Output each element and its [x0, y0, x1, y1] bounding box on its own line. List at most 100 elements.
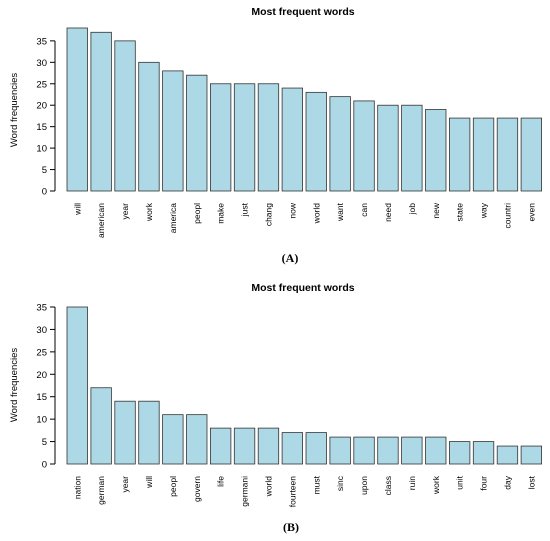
y-tick-label: 25 [36, 79, 47, 90]
category-label: new [431, 202, 441, 218]
y-tick-label: 5 [42, 437, 47, 448]
category-label: american [96, 203, 106, 238]
bar [520, 445, 542, 465]
category-label: make [216, 203, 226, 224]
y-axis-label: Word frequencies [9, 73, 20, 148]
category-labels: nation german year will peopl govern life germa… [72, 475, 536, 507]
bar [496, 445, 519, 465]
bar [305, 91, 327, 192]
bar [138, 61, 160, 192]
bar [377, 436, 399, 465]
bar [209, 427, 232, 465]
category-label: peopl [168, 476, 178, 497]
category-label: day [502, 475, 512, 489]
y-tick-label: 35 [36, 36, 47, 47]
bar [305, 432, 327, 465]
bar [162, 414, 184, 465]
bar [377, 104, 399, 192]
category-label: must [311, 475, 321, 494]
bar [448, 441, 471, 465]
bar [233, 427, 256, 465]
y-axis: 0 5 10 15 20 25 30 35 [36, 303, 56, 471]
y-tick-label: 10 [36, 415, 47, 426]
y-tick-label: 35 [36, 303, 47, 314]
category-label: fourteen [287, 476, 297, 507]
bar [281, 432, 304, 465]
y-tick-label: 0 [42, 187, 47, 198]
panel-label: (A) [282, 251, 299, 265]
category-label: year [120, 203, 130, 220]
y-tick-label: 15 [36, 122, 47, 133]
bar [257, 427, 280, 465]
bar [425, 109, 447, 192]
category-label: nation [72, 476, 82, 499]
y-tick-label: 20 [36, 370, 47, 381]
category-label: chang [263, 203, 273, 226]
bar [233, 83, 256, 192]
category-label: even [526, 203, 536, 222]
bar-group [66, 27, 542, 192]
category-label: work [144, 202, 154, 222]
bar [401, 436, 423, 465]
y-tick-label: 30 [36, 325, 47, 336]
category-label: countri [502, 203, 512, 229]
category-label: work [431, 475, 441, 495]
y-tick-label: 0 [42, 460, 47, 471]
bar [90, 387, 112, 465]
bar [186, 74, 208, 192]
y-tick-label: 10 [36, 144, 47, 155]
category-label: world [311, 203, 321, 225]
chart-panel-b: Most frequent words Word frequencies 0 5 1… [9, 282, 542, 534]
category-label: sinc [335, 475, 345, 491]
y-axis: 0 5 10 15 20 25 30 35 [36, 36, 56, 198]
bar [329, 436, 351, 465]
bar [66, 306, 88, 465]
bar [281, 87, 304, 192]
bar [329, 96, 351, 192]
bar [425, 436, 447, 465]
bar [472, 441, 495, 465]
category-label: can [359, 203, 369, 217]
bar [209, 83, 232, 192]
bar [114, 400, 136, 465]
y-tick-label: 20 [36, 101, 47, 112]
bar [496, 117, 519, 192]
category-label: germani [240, 476, 250, 507]
y-tick-label: 15 [36, 392, 47, 403]
category-label: world [263, 476, 273, 498]
bar [472, 117, 495, 192]
bar-group [66, 306, 542, 465]
bar [520, 117, 542, 192]
bar [186, 414, 208, 465]
bar [138, 400, 160, 465]
category-label: upon [359, 476, 369, 495]
bar [90, 31, 112, 192]
bar [114, 40, 136, 192]
category-label: four [479, 476, 489, 491]
bar [353, 436, 375, 465]
category-label: peopl [192, 203, 202, 224]
category-label: ruin [407, 476, 417, 490]
panel-label: (B) [283, 520, 299, 534]
bar [162, 70, 184, 192]
category-label: want [335, 202, 345, 222]
category-label: govern [192, 476, 202, 502]
category-label: now [287, 202, 297, 218]
y-tick-label: 5 [42, 165, 47, 176]
bar [66, 27, 88, 192]
category-label: job [407, 203, 417, 216]
chart-title: Most frequent words [251, 282, 354, 294]
category-labels: will american year work america peopl make just… [72, 202, 536, 238]
category-label: life [216, 476, 226, 487]
bar [353, 100, 375, 192]
y-tick-label: 25 [36, 347, 47, 358]
category-label: way [479, 202, 489, 219]
category-label: unit [455, 475, 465, 489]
chart-panel-a: Most frequent words Word frequencies 0 5 1… [9, 6, 542, 265]
bar [257, 83, 280, 192]
category-label: will [144, 476, 154, 489]
category-label: class [383, 476, 393, 495]
category-label: lost [526, 475, 536, 489]
chart-title: Most frequent words [251, 6, 354, 18]
